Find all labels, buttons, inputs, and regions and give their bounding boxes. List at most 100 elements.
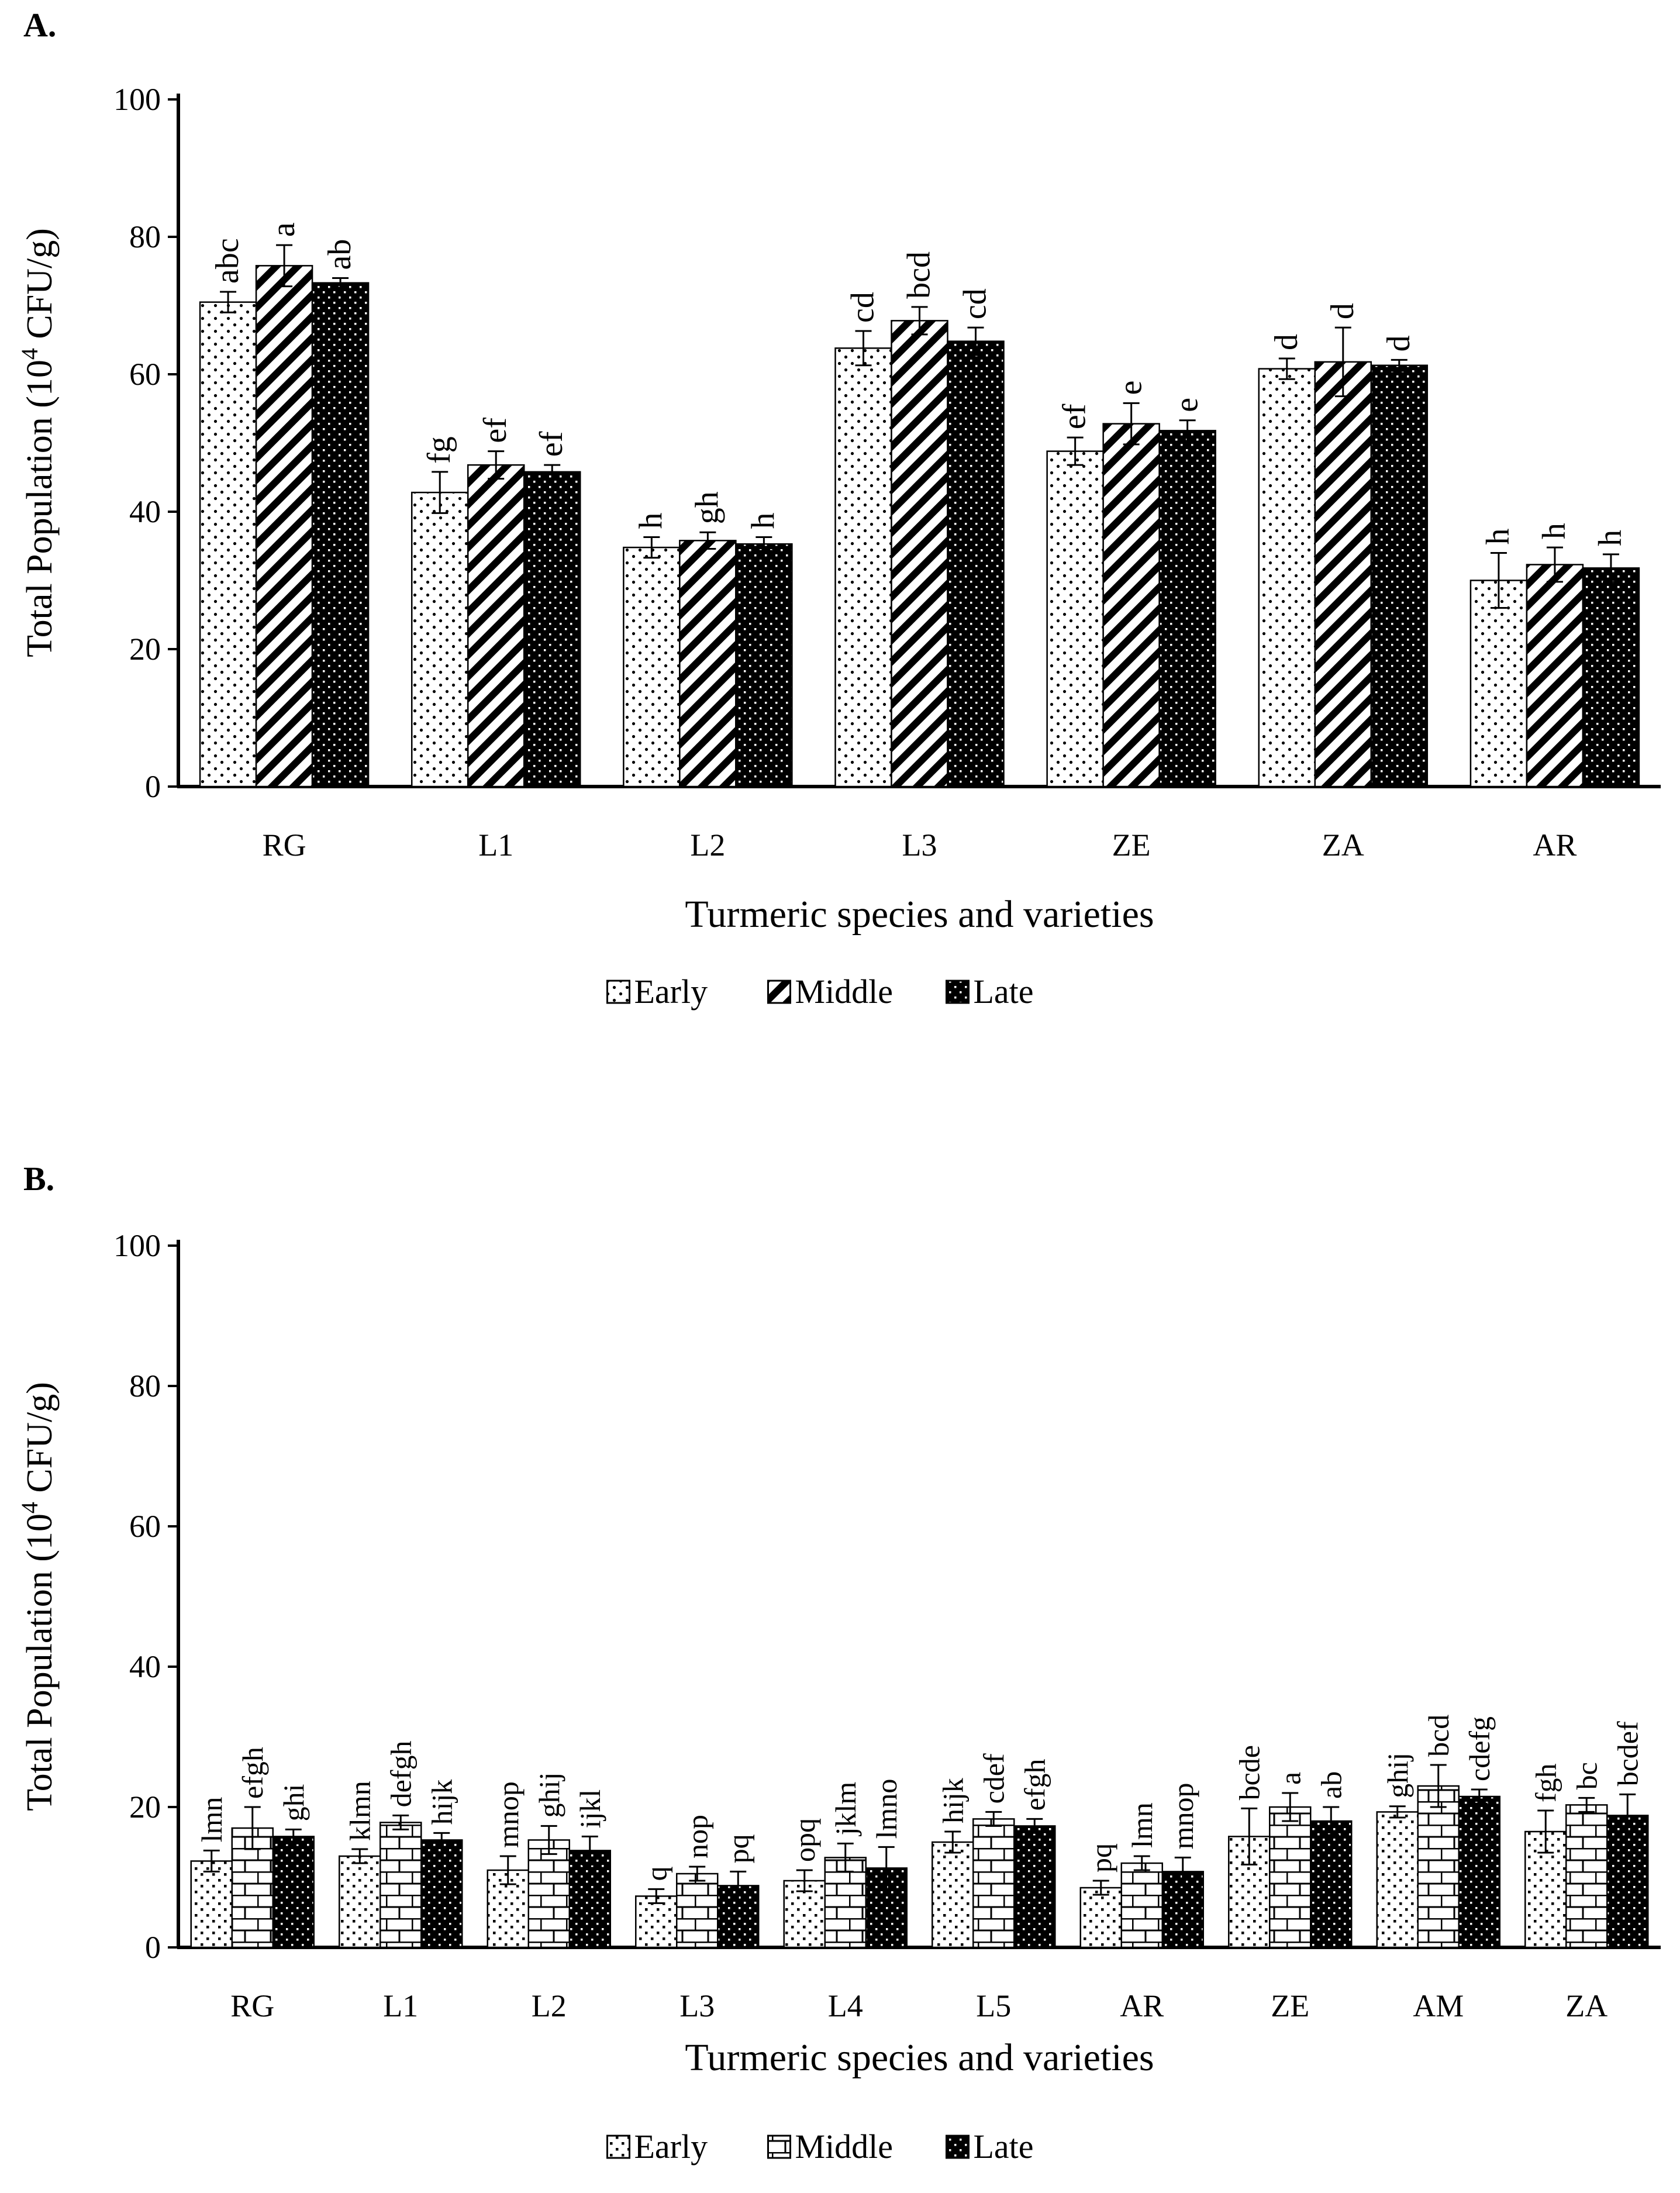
bar-late (1458, 1795, 1500, 1949)
significance-letter: fg (421, 436, 457, 464)
significance-letter: bcde (1233, 1745, 1265, 1800)
significance-letter: ghi (277, 1784, 310, 1821)
significance-letter: cd (957, 288, 993, 319)
y-axis-title-superscript: 4 (16, 348, 43, 360)
significance-letter: efgh (236, 1747, 269, 1799)
error-bar (855, 330, 872, 367)
significance-letter: opq (788, 1818, 821, 1862)
error-bar (837, 1842, 854, 1873)
significance-letter: gh (689, 491, 725, 524)
error-bar (433, 1832, 450, 1848)
bar-late (420, 1839, 463, 1949)
error-bar (488, 450, 505, 480)
bar-middle (1526, 564, 1584, 788)
x-tick-label: L4 (828, 1988, 863, 2023)
x-tick-label: L5 (976, 1988, 1011, 2023)
legend-label-late: Late (974, 2128, 1034, 2166)
error-bar (1174, 1856, 1191, 1887)
bar-middle (891, 320, 948, 788)
bar-middle (467, 464, 525, 788)
bar-late (1606, 1815, 1649, 1949)
y-tick-label: 0 (145, 769, 161, 804)
significance-letter: mnop (1167, 1782, 1199, 1849)
y-axis-title-unit: CFU/g) (20, 1382, 60, 1502)
error-bar (332, 277, 349, 289)
error-bar (1391, 358, 1408, 372)
bar-early (932, 1841, 974, 1949)
legend-swatch-early (606, 2135, 630, 2159)
significance-letter: h (633, 512, 669, 529)
bar-early (623, 546, 681, 788)
bar-late (1310, 1820, 1353, 1949)
x-tick-label: ZE (1112, 827, 1151, 863)
bar-early (1046, 450, 1104, 788)
legend-swatch-early (606, 980, 630, 1004)
significance-letter: hijk (936, 1778, 969, 1823)
significance-letter: pq (1085, 1843, 1117, 1873)
bar-early (410, 491, 469, 788)
bar-late (735, 543, 793, 788)
x-tick-label: L3 (679, 1988, 715, 2023)
error-bar (1278, 357, 1295, 380)
y-tick-label: 60 (129, 357, 161, 392)
significance-letter: nop (681, 1815, 713, 1858)
y-tick-label: 40 (129, 494, 161, 529)
error-bar (1323, 1806, 1340, 1836)
bar-late (1158, 430, 1216, 788)
error-bar (967, 326, 984, 356)
x-tick-label: L3 (902, 827, 937, 863)
bar-middle (679, 540, 737, 788)
significance-letter: d (1268, 334, 1305, 350)
error-bar (1067, 436, 1084, 466)
x-tick-label: L1 (478, 827, 513, 863)
error-bar (544, 464, 561, 480)
y-axis-title-text: Total Population (10 (20, 360, 60, 657)
bar-early (1258, 368, 1316, 788)
legend-label-middle: Middle (795, 2128, 894, 2166)
bar-middle (1102, 423, 1160, 788)
error-bar (244, 1806, 261, 1850)
significance-letter: ab (322, 239, 358, 270)
significance-letter: d (1324, 303, 1361, 319)
error-bar (699, 531, 716, 550)
panel-label: B. (23, 1160, 54, 1198)
legend-label-middle: Middle (795, 973, 894, 1011)
bar-late (311, 282, 370, 788)
significance-letter: e (1113, 380, 1149, 395)
y-axis-title-text: Total Population (10 (20, 1513, 60, 1811)
significance-letter: h (1592, 530, 1629, 546)
bar-middle (255, 265, 313, 788)
y-axis-title-superscript: 4 (16, 1502, 43, 1513)
significance-letter: h (1536, 523, 1572, 539)
error-bar (1578, 1797, 1595, 1813)
legend-swatch-middle (767, 2135, 791, 2159)
significance-letter: ef (533, 431, 570, 457)
legend-swatch-late (946, 2135, 970, 2159)
legend: Early Middle Late (606, 973, 1034, 1011)
error-bar (1092, 1880, 1109, 1896)
significance-letter: efgh (1018, 1759, 1051, 1811)
y-tick-label: 60 (129, 1509, 161, 1544)
bar-late (947, 340, 1005, 788)
x-tick-label: ZA (1322, 827, 1364, 863)
error-bar (276, 244, 293, 288)
bar-middle (1565, 1804, 1608, 1949)
significance-letter: q (640, 1866, 672, 1881)
bar-early (190, 1860, 233, 1949)
panel-label: A. (23, 6, 56, 44)
bar-middle (380, 1822, 422, 1949)
significance-letter: cdefg (1463, 1716, 1496, 1781)
error-bar (985, 1811, 1002, 1827)
error-bar (499, 1855, 516, 1885)
significance-letter: ghij (533, 1773, 565, 1818)
significance-letter: bc (1570, 1762, 1603, 1789)
significance-letter: bcd (1422, 1715, 1455, 1757)
legend-label-early: Early (634, 2128, 708, 2166)
significance-letter: h (745, 512, 781, 529)
significance-letter: h (1480, 529, 1516, 545)
significance-letter: ijkl (574, 1789, 606, 1829)
y-axis-title: Total Population (104 CFU/g) (16, 228, 60, 657)
y-tick-label: 0 (145, 1930, 161, 1965)
significance-letter: mnop (492, 1781, 525, 1848)
legend: Early Middle Late (606, 2128, 1034, 2166)
